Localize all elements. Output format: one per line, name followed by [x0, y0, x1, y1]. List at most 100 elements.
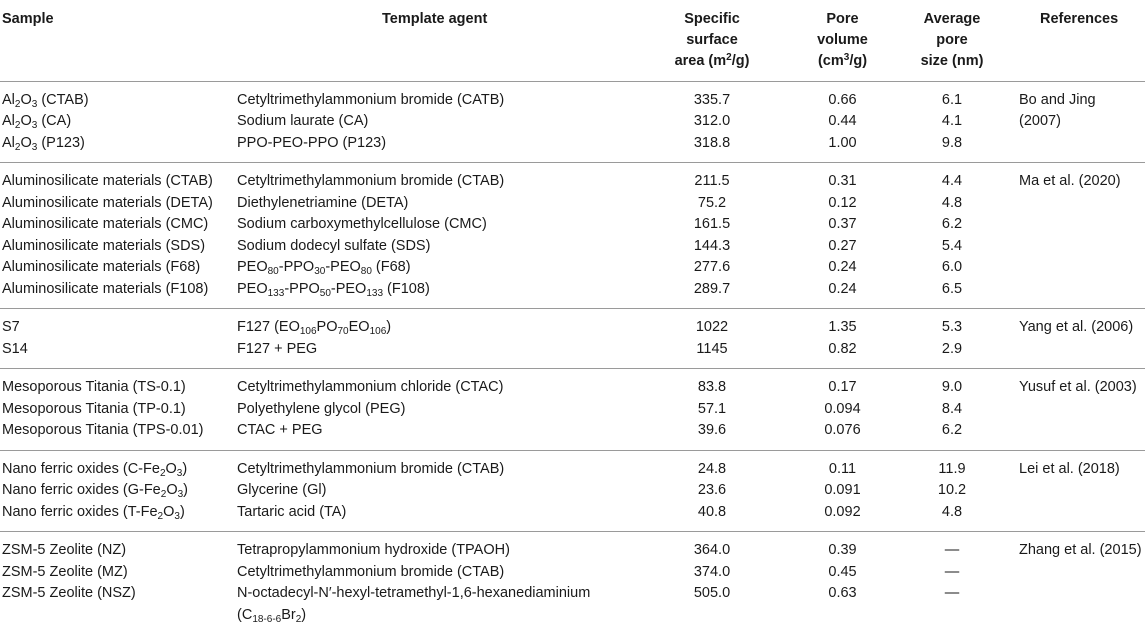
- cell-specific-surface-area: 83.8: [697, 379, 727, 395]
- table-row: Al2O3 (CTAB) Cetyltrimethylammonium bromi…: [0, 90, 1145, 112]
- cell-specific-surface-area: 289.7: [693, 280, 731, 297]
- cell-average-pore-size: 10.2: [937, 482, 967, 498]
- cell-average-pore-size: 6.2: [941, 422, 963, 438]
- cell-sample: Aluminosilicate materials (F68): [2, 259, 201, 275]
- cell-specific-surface-area: 1022: [695, 319, 729, 335]
- table-row: ZSM-5 Zeolite (MZ) Cetyltrimethylammonium…: [0, 562, 1145, 584]
- cell-sample: Aluminosilicate materials (DETA): [2, 194, 213, 211]
- cell-average-pore-size: 6.2: [941, 216, 963, 232]
- cell-pore-volume: 0.27: [828, 237, 857, 254]
- group-divider: [0, 308, 1145, 309]
- table-row: Al2O3 (CA) Sodium laurate (CA) 312.0 0.44 4.…: [0, 111, 1145, 133]
- table-row: Aluminosilicate materials (F68) PEO80-PPO…: [0, 257, 1145, 279]
- cell-pore-volume: 0.39: [828, 542, 857, 558]
- cell-average-pore-size: —: [944, 585, 960, 601]
- cell-sample: Mesoporous Titania (TS-0.1): [2, 379, 186, 395]
- cell-specific-surface-area: 24.8: [697, 460, 727, 477]
- table-row: Aluminosilicate materials (CMC) Sodium ca…: [0, 214, 1145, 236]
- cell-specific-surface-area: 374.0: [693, 563, 731, 580]
- cell-reference: Lei et al. (2018): [1019, 460, 1120, 477]
- cell-pore-volume: 0.094: [824, 400, 861, 417]
- cell-template-agent: Cetyltrimethylammonium bromide (CATB): [237, 91, 505, 108]
- cell-template-agent: N-octadecyl-N′-hexyl-tetramethyl-1,6-hex…: [237, 585, 591, 601]
- cell-pore-volume: 0.37: [828, 216, 857, 232]
- table-row: Mesoporous Titania (TS-0.1) Cetyltrimethy…: [0, 377, 1145, 399]
- cell-average-pore-size: 9.0: [941, 379, 963, 395]
- cell-sample: ZSM-5 Zeolite (NSZ): [2, 585, 136, 601]
- cell-reference: Yusuf et al. (2003): [1019, 379, 1137, 395]
- cell-specific-surface-area: 1145: [696, 340, 728, 357]
- cell-template-agent: CTAC + PEG: [237, 422, 323, 438]
- cell-template-agent: Cetyltrimethylammonium bromide (CTAB): [237, 460, 505, 477]
- cell-specific-surface-area: 57.1: [697, 400, 727, 417]
- cell-reference: Ma et al. (2020): [1019, 173, 1121, 189]
- cell-average-pore-size: 9.8: [941, 134, 963, 151]
- header-aps-line2: pore: [936, 32, 968, 48]
- cell-template-agent: Sodium dodecyl sulfate (SDS): [237, 237, 431, 254]
- group-divider: [0, 368, 1145, 369]
- header-template-agent: Template agent: [382, 11, 488, 27]
- cell-sample: S14: [2, 340, 28, 357]
- header-aps-line3: size (nm): [920, 53, 984, 69]
- cell-sample: Al2O3 (CTAB): [2, 91, 89, 110]
- cell-pore-volume: 0.31: [828, 173, 857, 189]
- cell-average-pore-size: 2.9: [941, 340, 963, 357]
- cell-template-agent-line2: (C18-6-6Br2): [237, 606, 307, 625]
- cell-average-pore-size: 11.9: [938, 460, 966, 477]
- table-row: Mesoporous Titania (TPS-0.01) CTAC + PEG 3…: [0, 420, 1145, 442]
- header-average-pore-size: Average pore size (nm): [900, 9, 1004, 72]
- table-row: S14 F127 + PEG 1145 0.82 2.9: [0, 339, 1145, 361]
- header-pv-line3: (cm: [817, 53, 844, 69]
- cell-sample: Mesoporous Titania (TP-0.1): [2, 400, 186, 417]
- header-pore-volume: Pore volume (cm3/g): [790, 9, 895, 72]
- header-ssa-line3-end: /g): [731, 53, 750, 69]
- header-ssa-line1: Specific: [684, 11, 740, 27]
- cell-sample: S7: [2, 319, 20, 335]
- table-row: Nano ferric oxides (G-Fe2O3) Glycerine (G…: [0, 480, 1145, 502]
- cell-specific-surface-area: 505.0: [693, 585, 731, 601]
- cell-template-agent: PEO80-PPO30-PEO80 (F68): [237, 259, 411, 277]
- cell-sample: ZSM-5 Zeolite (MZ): [2, 563, 128, 580]
- cell-average-pore-size: 8.4: [941, 400, 963, 417]
- cell-average-pore-size: —: [944, 542, 960, 558]
- header-ssa-line2: surface: [686, 32, 738, 48]
- cell-template-agent: PPO-PEO-PPO (P123): [237, 134, 387, 151]
- header-pv-line1: Pore: [826, 11, 859, 27]
- cell-reference: Zhang et al. (2015): [1019, 542, 1142, 558]
- cell-pore-volume: 0.82: [828, 340, 857, 357]
- cell-sample: Aluminosilicate materials (SDS): [2, 237, 206, 254]
- cell-template-agent: Cetyltrimethylammonium bromide (CTAB): [237, 173, 505, 189]
- cell-sample: Aluminosilicate materials (F108): [2, 280, 209, 297]
- cell-sample: Nano ferric oxides (C-Fe2O3): [2, 460, 188, 479]
- header-references: References: [1040, 11, 1119, 27]
- cell-sample: Mesoporous Titania (TPS-0.01): [2, 422, 204, 438]
- header-aps-line1: Average: [923, 11, 981, 27]
- cell-specific-surface-area: 318.8: [693, 134, 731, 151]
- cell-average-pore-size: —: [944, 563, 960, 580]
- cell-sample: Al2O3 (CA): [2, 113, 72, 131]
- cell-average-pore-size: 5.3: [941, 319, 963, 335]
- cell-template-agent: Cetyltrimethylammonium bromide (CTAB): [237, 563, 505, 580]
- cell-pore-volume: 0.076: [824, 422, 861, 438]
- table-row: ZSM-5 Zeolite (NSZ) N-octadecyl-N′-hexyl-…: [0, 583, 1145, 624]
- cell-template-agent: Tartaric acid (TA): [237, 503, 347, 520]
- cell-average-pore-size: 4.8: [941, 503, 963, 520]
- cell-specific-surface-area: 277.6: [693, 259, 731, 275]
- cell-specific-surface-area: 144.3: [693, 237, 731, 254]
- cell-average-pore-size: 6.1: [941, 91, 963, 108]
- header-sample: Sample: [2, 11, 54, 27]
- cell-pore-volume: 0.66: [828, 91, 857, 108]
- table-row: ZSM-5 Zeolite (NZ) Tetrapropylammonium hy…: [0, 540, 1145, 562]
- header-pv-sup: 3: [843, 52, 850, 63]
- cell-sample: Aluminosilicate materials (CMC): [2, 216, 209, 232]
- cell-reference: Bo and Jing: [1019, 91, 1096, 108]
- table-row: Mesoporous Titania (TP-0.1) Polyethylene …: [0, 399, 1145, 421]
- cell-template-agent: Sodium laurate (CA): [237, 113, 369, 129]
- table-row: Aluminosilicate materials (SDS) Sodium do…: [0, 236, 1145, 258]
- group-divider: [0, 449, 1145, 451]
- cell-specific-surface-area: 23.6: [697, 482, 727, 498]
- cell-sample: Aluminosilicate materials (CTAB): [2, 173, 213, 189]
- cell-template-agent: F127 + PEG: [237, 340, 318, 357]
- table-header: Sample Template agent Specific surface a…: [0, 0, 1145, 80]
- header-rule: [0, 80, 1145, 82]
